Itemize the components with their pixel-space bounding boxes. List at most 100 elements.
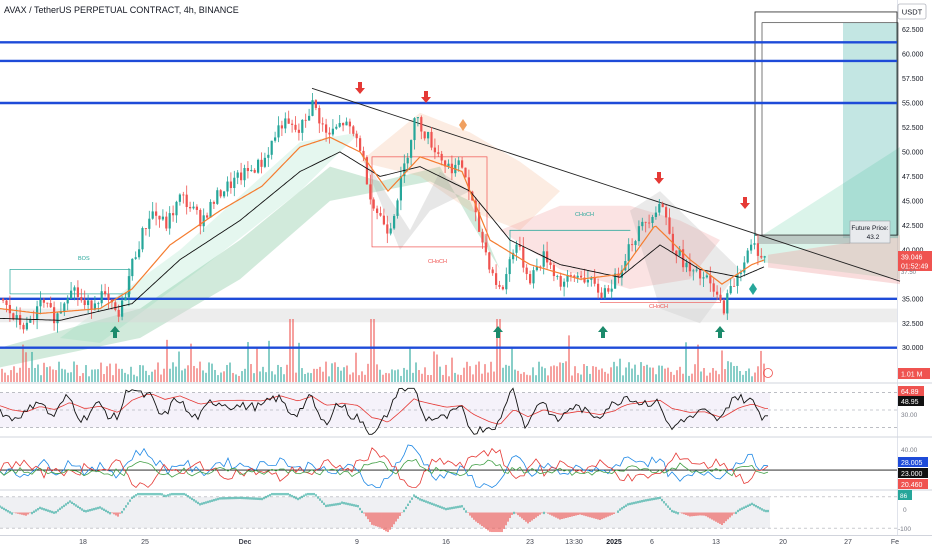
volume-bar: [331, 363, 333, 382]
volume-bar: [40, 375, 42, 382]
volume-bar: [4, 373, 6, 382]
volume-bar: [274, 374, 276, 382]
candle-body: [175, 202, 177, 215]
volume-bar: [172, 362, 174, 382]
candle-body: [155, 211, 157, 215]
candle-body: [189, 207, 191, 208]
volume-bar: [277, 365, 279, 382]
bos-label: BOS: [78, 256, 90, 262]
candle-body: [308, 116, 310, 121]
volume-bar: [667, 368, 669, 382]
time-axis-tick: 13:30: [565, 539, 583, 546]
candle-body: [46, 303, 48, 304]
volume-bar: [145, 371, 147, 382]
volume-bar: [250, 364, 252, 382]
volume-bar: [574, 366, 576, 382]
candle-body: [179, 195, 181, 202]
candle-body: [70, 291, 72, 299]
volume-bar: [553, 365, 555, 382]
candle-body: [104, 291, 106, 294]
candle-body: [437, 152, 439, 154]
candle-body: [726, 293, 728, 313]
volume-bar: [706, 376, 708, 382]
volume-bar: [748, 368, 750, 382]
volume-bar: [529, 375, 531, 382]
volume-bar: [544, 368, 546, 382]
volume-bar: [571, 376, 573, 382]
future-price-label: Future Price:: [851, 225, 888, 232]
volume-bar: [610, 367, 612, 382]
candle-body: [427, 132, 429, 138]
volume-bar: [730, 362, 732, 382]
candle-body: [611, 289, 613, 292]
volume-bar: [82, 373, 84, 382]
candle-body: [662, 204, 664, 207]
volume-bar: [688, 376, 690, 382]
volume-bar: [454, 373, 456, 382]
candle-body: [233, 178, 235, 188]
volume-bar: [307, 373, 309, 382]
volume-bar: [199, 362, 201, 382]
volume-bar: [25, 352, 27, 382]
volume-bar: [733, 366, 735, 382]
oscillator-panel: [0, 493, 897, 532]
candle-body: [107, 294, 109, 300]
candle-body: [281, 125, 283, 128]
osc-badge: 86: [900, 493, 908, 500]
volume-bar: [472, 374, 474, 382]
volume-bar: [235, 374, 237, 382]
volume-bar: [262, 367, 264, 382]
candle-body: [206, 215, 208, 217]
time-axis-tick: 2025: [606, 539, 622, 546]
candle-body: [498, 285, 500, 287]
candle-body: [760, 256, 762, 258]
candle-body: [131, 259, 133, 276]
candle-body: [376, 209, 378, 213]
candle-body: [216, 190, 218, 204]
candle-body: [56, 313, 58, 323]
volume-bar: [679, 367, 681, 382]
volume-bar: [418, 370, 420, 382]
volume-bar: [646, 365, 648, 382]
volume-bar: [256, 349, 258, 382]
candle-body: [237, 172, 239, 177]
volume-bar: [637, 375, 639, 382]
volume-bar: [367, 364, 369, 382]
volume-bar: [220, 373, 222, 382]
volume-bar: [466, 362, 468, 382]
candle-body: [162, 217, 164, 220]
price-axis-tick: 60.000: [902, 52, 924, 59]
volume-bar: [568, 335, 570, 382]
candle-body: [226, 182, 228, 192]
candle-body: [424, 132, 426, 139]
candle-body: [121, 300, 123, 316]
candle-body: [152, 211, 154, 218]
candle-body: [546, 251, 548, 262]
candle-body: [145, 228, 147, 229]
volume-bar: [397, 369, 399, 382]
volume-bar: [184, 369, 186, 382]
volume-bar: [358, 375, 360, 382]
volume-bar: [316, 369, 318, 382]
volume-bar: [121, 369, 123, 382]
volume-bar: [664, 369, 666, 382]
volume-bar: [190, 344, 192, 382]
candle-body: [2, 299, 4, 301]
candle-body: [736, 274, 738, 286]
candle-body: [373, 199, 375, 208]
volume-bar: [517, 371, 519, 382]
volume-bar: [742, 375, 744, 382]
volume-bar: [478, 361, 480, 382]
volume-bar: [625, 367, 627, 382]
rsi-tick-30: 30.00: [901, 412, 918, 419]
volume-bar: [511, 348, 513, 382]
volume-bar: [175, 367, 177, 382]
candle-body: [274, 137, 276, 140]
volume-bar: [736, 366, 738, 382]
support-band: [0, 309, 897, 323]
volume-bar: [505, 365, 507, 382]
